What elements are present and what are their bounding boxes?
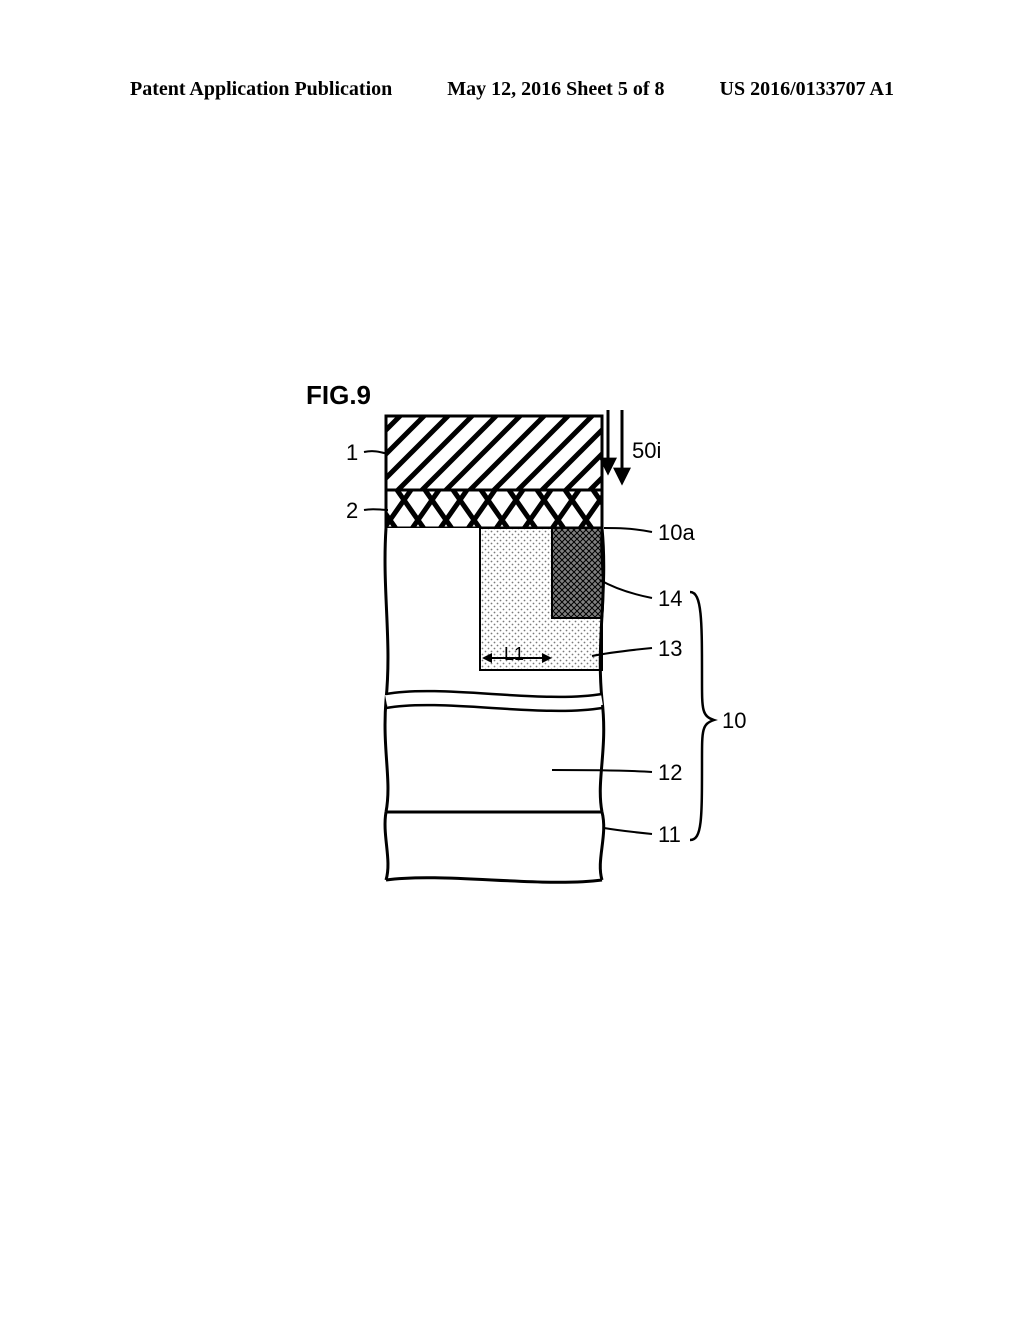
callout-13: 13 <box>658 636 682 662</box>
callout-l1: L1 <box>504 644 524 665</box>
leader-11 <box>604 828 652 834</box>
header-left: Patent Application Publication <box>130 78 392 101</box>
page: Patent Application Publication May 12, 2… <box>0 0 1024 1320</box>
region-14 <box>552 528 603 618</box>
callout-1: 1 <box>346 440 358 466</box>
callout-14: 14 <box>658 586 682 612</box>
callout-11: 11 <box>658 822 681 848</box>
layer11-bottom <box>386 878 602 883</box>
layer-2 <box>386 490 602 528</box>
layer-1 <box>386 416 602 490</box>
callout-10a: 10a <box>658 520 695 546</box>
header-center: May 12, 2016 Sheet 5 of 8 <box>447 78 664 101</box>
figure: FIG.9 <box>292 380 752 920</box>
callout-50i: 50i <box>632 438 661 464</box>
leader-1 <box>364 451 388 454</box>
callout-2: 2 <box>346 498 358 524</box>
header-right: US 2016/0133707 A1 <box>720 78 894 101</box>
leader-10a <box>604 528 652 532</box>
layer11-left <box>385 812 388 880</box>
callout-10: 10 <box>722 708 746 734</box>
callout-12: 12 <box>658 760 682 786</box>
brace-10 <box>690 592 714 840</box>
layer11-right <box>600 812 603 880</box>
leader-2 <box>364 509 388 510</box>
header: Patent Application Publication May 12, 2… <box>0 78 1024 101</box>
leader-14 <box>600 580 652 598</box>
